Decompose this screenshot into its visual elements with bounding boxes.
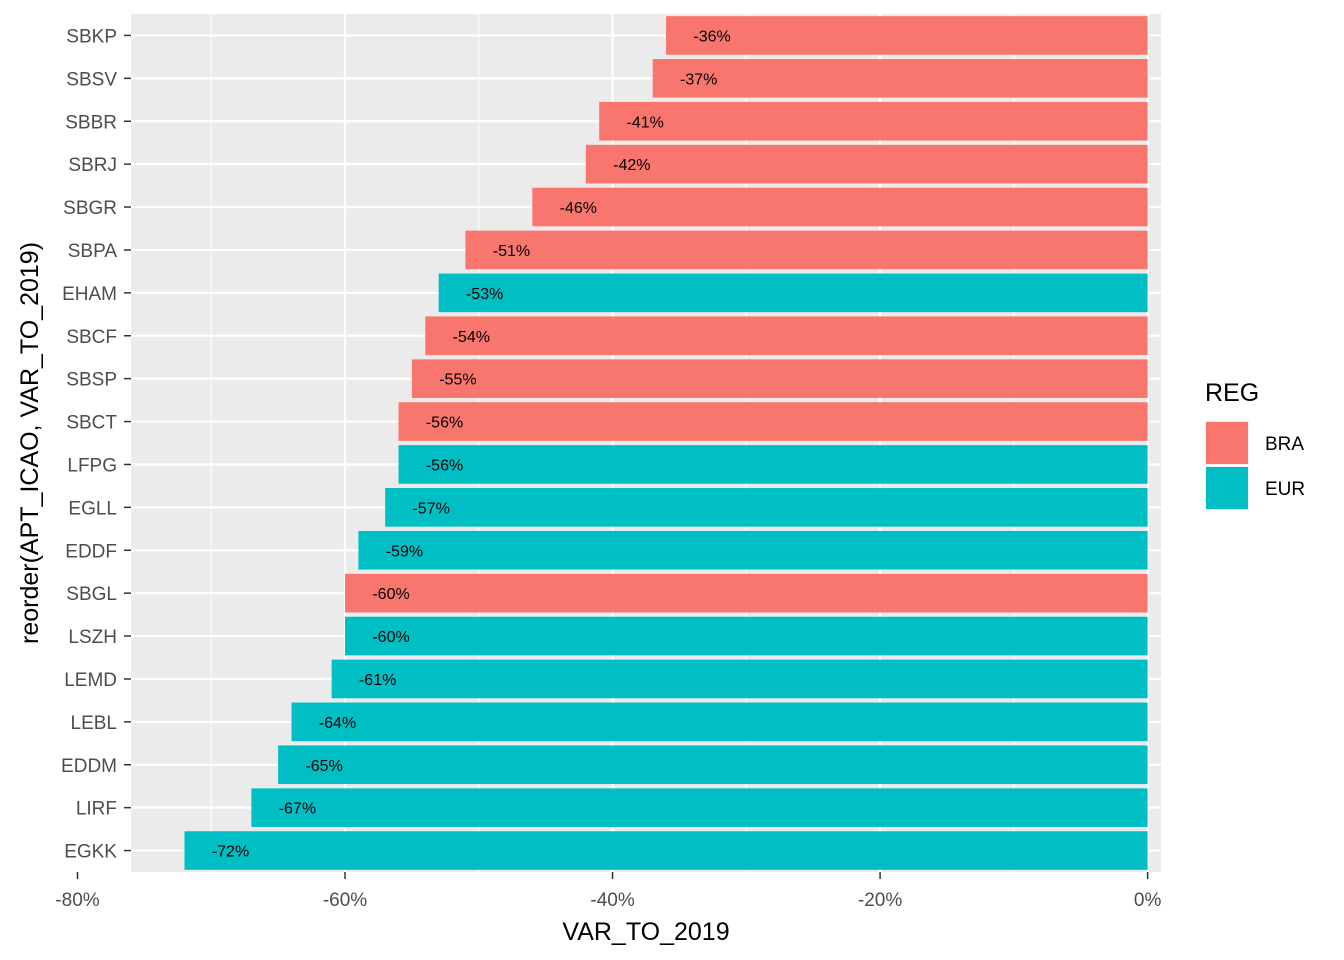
bar-label-eddf: -59% [386,543,423,560]
panel-background [131,14,1161,872]
legend-label-eur: EUR [1265,479,1305,500]
bar-eddm [278,745,1148,785]
bar-sbgr [532,187,1148,227]
bar-lebl [291,702,1148,742]
bar-lfpg [398,445,1148,484]
y-tick-label: LSZH [68,627,117,648]
x-axis-title: VAR_TO_2019 [562,918,729,946]
bar-sbsv [652,59,1148,98]
y-tick-label: LEMD [64,670,117,691]
y-tick-label: LFPG [67,455,117,476]
y-axis: SBKP SBSV SBBR SBRJ SBGR SBPA EHAM SBCF SBSP SBCT… [61,26,131,863]
y-tick-label: EDDF [65,541,117,562]
y-tick-label: LEBL [71,713,117,734]
bar-sbct [398,402,1148,441]
legend-key-eur [1206,467,1248,509]
bar-label-lebl: -64% [319,715,356,732]
bar-label-sbct: -56% [426,415,463,432]
bar-sbcf [425,316,1148,356]
bar-label-egll: -57% [412,500,449,517]
y-tick-label: SBRJ [68,155,117,176]
bar-label-sbsp: -55% [439,372,476,389]
y-axis-title: reorder(APT_ICAO, VAR_TO_2019) [16,242,44,644]
y-tick-label: SBSP [66,370,117,391]
y-tick-label: LIRF [76,799,117,820]
legend-key-bra [1206,422,1248,464]
legend-title: REG [1205,379,1259,407]
y-tick-label: SBGL [66,584,117,605]
bar-lirf [251,788,1148,827]
x-tick-label: 0% [1134,890,1162,911]
y-tick-label: SBCF [66,327,117,348]
bar-label-lszh: -60% [372,629,409,646]
bar-label-sbbr: -41% [627,114,664,131]
x-tick-label: -60% [323,890,367,911]
y-tick-label: EGLL [68,498,117,519]
bar-label-lemd: -61% [359,672,396,689]
y-tick-label: SBGR [63,198,117,219]
y-tick-label: SBPA [68,241,118,262]
y-tick-label: SBSV [66,69,117,90]
bar-eddf [358,530,1148,570]
y-tick-label: SBCT [66,413,117,434]
bar-lszh [345,616,1148,656]
bar-sbbr [599,101,1148,141]
bar-labels: -36% -37% -41% -42% -46% -51% -53% -54% -55% -56%… [212,28,731,860]
y-tick-label: EDDM [61,756,117,777]
bar-label-lirf: -67% [279,801,316,818]
y-tick-label: EGKK [64,842,117,863]
bar-label-sbcf: -54% [453,329,490,346]
bar-sbkp [666,16,1148,55]
y-tick-label: SBKP [66,26,117,47]
bar-label-sbsv: -37% [680,71,717,88]
bar-lemd [331,659,1148,699]
bar-label-sbrj: -42% [613,157,650,174]
x-tick-label: -80% [55,890,99,911]
y-tick-label: EHAM [62,284,117,305]
bar-label-sbgl: -60% [372,586,409,603]
bar-sbgl [345,573,1148,613]
bar-label-sbgr: -46% [560,200,597,217]
bar-label-sbkp: -36% [693,28,730,45]
x-axis: -80% -60% -40% -20% 0% [55,872,1161,911]
legend-label-bra: BRA [1265,434,1304,455]
bars [184,16,1148,870]
bar-sbrj [585,144,1148,184]
bar-label-eddm: -65% [305,758,342,775]
bar-label-eham: -53% [466,286,503,303]
y-tick-label: SBBR [65,112,117,133]
bar-label-sbpa: -51% [493,243,530,260]
bar-sbsp [411,359,1148,398]
bar-sbpa [465,230,1148,270]
bar-label-lfpg: -56% [426,457,463,474]
x-tick-label: -20% [858,890,902,911]
bar-egll [385,488,1148,527]
x-tick-label: -40% [590,890,634,911]
legend: REG BRA EUR [1205,379,1305,510]
bar-egkk [184,831,1148,870]
bar-eham [438,273,1148,313]
bar-label-egkk: -72% [212,844,249,861]
